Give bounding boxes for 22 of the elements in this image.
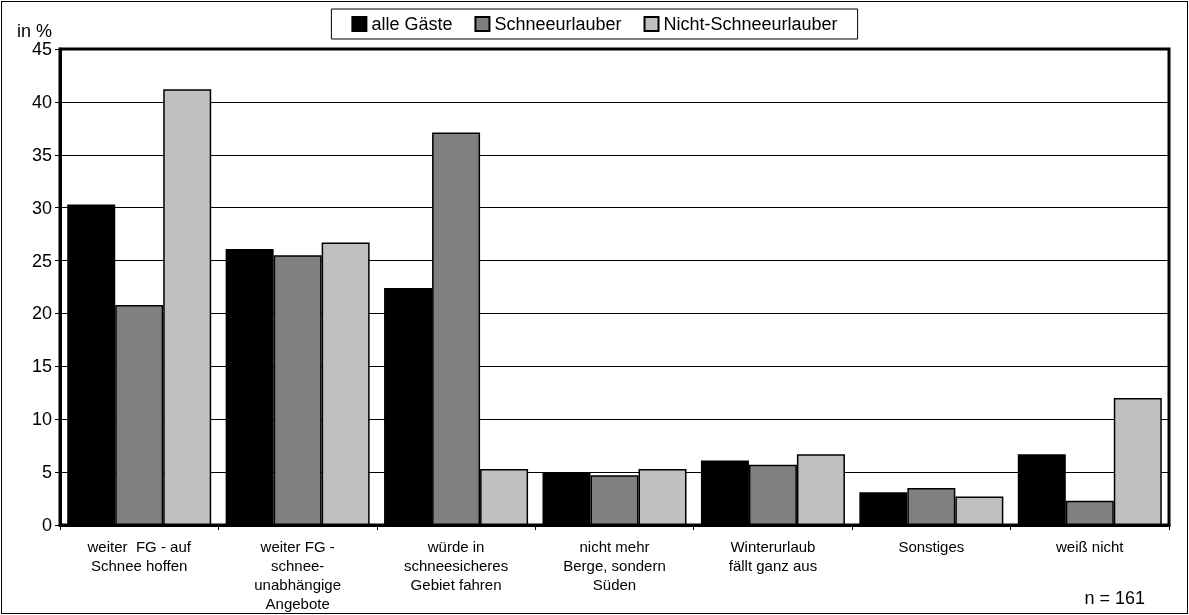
- y-tick-label: 15: [31, 356, 52, 377]
- legend-label: Nicht-Schneeurlauber: [663, 14, 838, 34]
- x-tick-label: Sonstiges: [898, 538, 965, 555]
- y-axis-title: in %: [16, 21, 52, 42]
- x-tick-label: weiter FG - auf Schnee hoffen: [86, 538, 192, 574]
- legend-label: Schneeurlauber: [494, 14, 622, 34]
- text: n = 161: [1084, 588, 1146, 608]
- x-tick-label: weiter FG - schnee- unabhängige Angebote: [254, 538, 342, 612]
- x-tick-label: würde in schneesicheres Gebiet fahren: [403, 538, 509, 593]
- y-tick-label: 25: [31, 250, 52, 271]
- y-tick-label: 0: [41, 515, 52, 535]
- legend-label: alle Gäste: [371, 14, 453, 34]
- y-tick-label: 35: [31, 144, 52, 165]
- y-tick-label: 40: [31, 91, 52, 112]
- y-tick-label: 20: [31, 303, 52, 324]
- y-tick-label: 10: [31, 409, 52, 430]
- y-tick-label: 5: [41, 462, 52, 483]
- x-tick-label: Winterurlaub fällt ganz aus: [728, 538, 818, 574]
- y-tick-label: 30: [31, 197, 52, 218]
- y-tick-label: 45: [31, 39, 52, 59]
- x-tick-label: nicht mehr Berge, sondern Süden: [563, 538, 666, 593]
- x-tick-label: weiß nicht: [1055, 538, 1125, 555]
